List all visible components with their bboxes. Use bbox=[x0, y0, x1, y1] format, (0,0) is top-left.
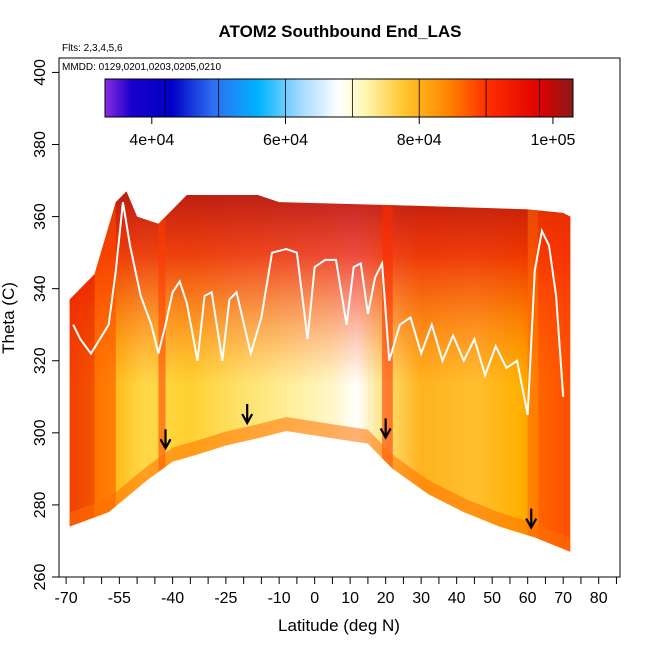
chart-title: ATOM2 Southbound End_LAS bbox=[218, 22, 461, 41]
colorbar-band-lines bbox=[164, 79, 540, 117]
y-tick-label: 280 bbox=[32, 491, 49, 518]
flights-label: Flts: 2,3,4,5,6 bbox=[62, 43, 123, 54]
x-axis-label: Latitude (deg N) bbox=[278, 616, 400, 635]
x-tick-label: -10 bbox=[268, 590, 291, 607]
x-tick-label: 60 bbox=[519, 590, 537, 607]
profile-column bbox=[382, 191, 393, 552]
y-tick-label: 400 bbox=[32, 59, 49, 86]
x-tick-label: -55 bbox=[108, 590, 131, 607]
profile-column bbox=[158, 191, 166, 552]
profile-arrow bbox=[525, 508, 538, 530]
profile-columns bbox=[69, 191, 571, 552]
profile-column bbox=[538, 191, 571, 552]
profile-column bbox=[94, 191, 116, 552]
colorbar-tick-label: 8e+04 bbox=[397, 132, 442, 149]
profile-arrow bbox=[379, 418, 392, 440]
x-tick-label: 80 bbox=[590, 590, 608, 607]
x-tick-label: 40 bbox=[448, 590, 466, 607]
colorbar-tick-label: 4e+04 bbox=[129, 132, 174, 149]
y-tick-label: 340 bbox=[32, 275, 49, 302]
colorbar-gradient bbox=[105, 79, 573, 117]
y-tick-label: 360 bbox=[32, 203, 49, 230]
boundary-layer-band bbox=[69, 417, 571, 552]
colorbar-ticks: 4e+04 6e+04 8e+04 1e+05 bbox=[129, 117, 576, 149]
y-tick-label: 320 bbox=[32, 347, 49, 374]
dates-label: MMDD: 0129,0201,0203,0205,0210 bbox=[62, 62, 221, 73]
x-tick-label: 20 bbox=[377, 590, 395, 607]
y-tick-label: 260 bbox=[32, 564, 49, 591]
x-tick-label: -25 bbox=[214, 590, 237, 607]
data-field bbox=[69, 191, 571, 552]
profile-column bbox=[69, 191, 95, 552]
colorbar: 4e+04 6e+04 8e+04 1e+05 bbox=[104, 78, 576, 149]
y-axis-label: Theta (C) bbox=[0, 282, 18, 354]
tropopause-track bbox=[72, 202, 565, 416]
profile-arrows bbox=[159, 404, 538, 530]
x-axis: -70 -55 -40 -25 -10 0 10 20 30 40 50 60 70 80 bbox=[55, 576, 617, 607]
plot-area bbox=[69, 191, 571, 552]
x-tick-label: 30 bbox=[412, 590, 430, 607]
x-tick-label: -40 bbox=[161, 590, 184, 607]
x-tick-label: -70 bbox=[55, 590, 78, 607]
x-tick-label: 10 bbox=[341, 590, 359, 607]
y-tick-label: 300 bbox=[32, 419, 49, 446]
x-tick-label: 70 bbox=[554, 590, 572, 607]
colorbar-tick-label: 1e+05 bbox=[530, 132, 575, 149]
y-tick-label: 380 bbox=[32, 131, 49, 158]
x-tick-label: 50 bbox=[483, 590, 501, 607]
stratosphere-overlay bbox=[69, 191, 571, 385]
colorbar-frame bbox=[104, 78, 574, 118]
profile-arrow bbox=[159, 429, 172, 451]
profile-column bbox=[527, 191, 539, 552]
colorbar-tick-label: 6e+04 bbox=[263, 132, 308, 149]
x-tick-label: 0 bbox=[310, 590, 319, 607]
profile-arrow bbox=[241, 404, 254, 426]
y-axis: 260 280 300 320 340 360 380 400 bbox=[32, 59, 59, 590]
